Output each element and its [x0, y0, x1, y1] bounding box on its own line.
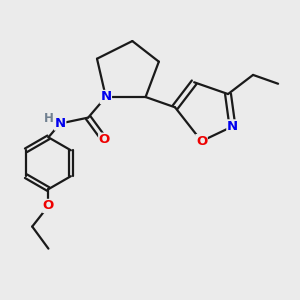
Text: H: H: [44, 112, 54, 125]
Text: O: O: [196, 135, 207, 148]
Text: N: N: [227, 120, 238, 133]
Text: N: N: [100, 91, 111, 103]
Text: N: N: [55, 117, 66, 130]
Text: O: O: [43, 200, 54, 212]
Text: O: O: [99, 133, 110, 146]
